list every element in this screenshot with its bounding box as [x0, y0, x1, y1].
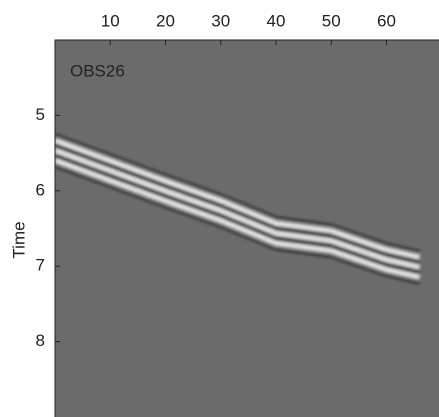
plot-area [55, 40, 439, 417]
stripe [55, 163, 421, 285]
y-tick-label: 6 [36, 180, 45, 199]
plot-frame [54, 39, 439, 417]
y-tick-label: 5 [36, 105, 45, 124]
y-tick-label: 8 [36, 331, 45, 350]
x-tick-label: 60 [377, 11, 396, 30]
stripe [55, 153, 421, 275]
x-tick-label: 20 [156, 11, 175, 30]
stripe [55, 143, 421, 265]
y-axis-label: Time [9, 221, 28, 258]
wavelet-stripes [55, 133, 421, 285]
x-tick-label: 30 [211, 11, 230, 30]
stripe [55, 138, 421, 260]
stripe [55, 148, 421, 270]
x-tick-label: 50 [322, 11, 341, 30]
x-tick-label: 40 [267, 11, 286, 30]
annotation: OBS26 [70, 61, 125, 80]
stripe [55, 158, 421, 280]
x-tick-label: 10 [101, 11, 120, 30]
stripe [55, 133, 421, 255]
y-tick-label: 7 [36, 256, 45, 275]
